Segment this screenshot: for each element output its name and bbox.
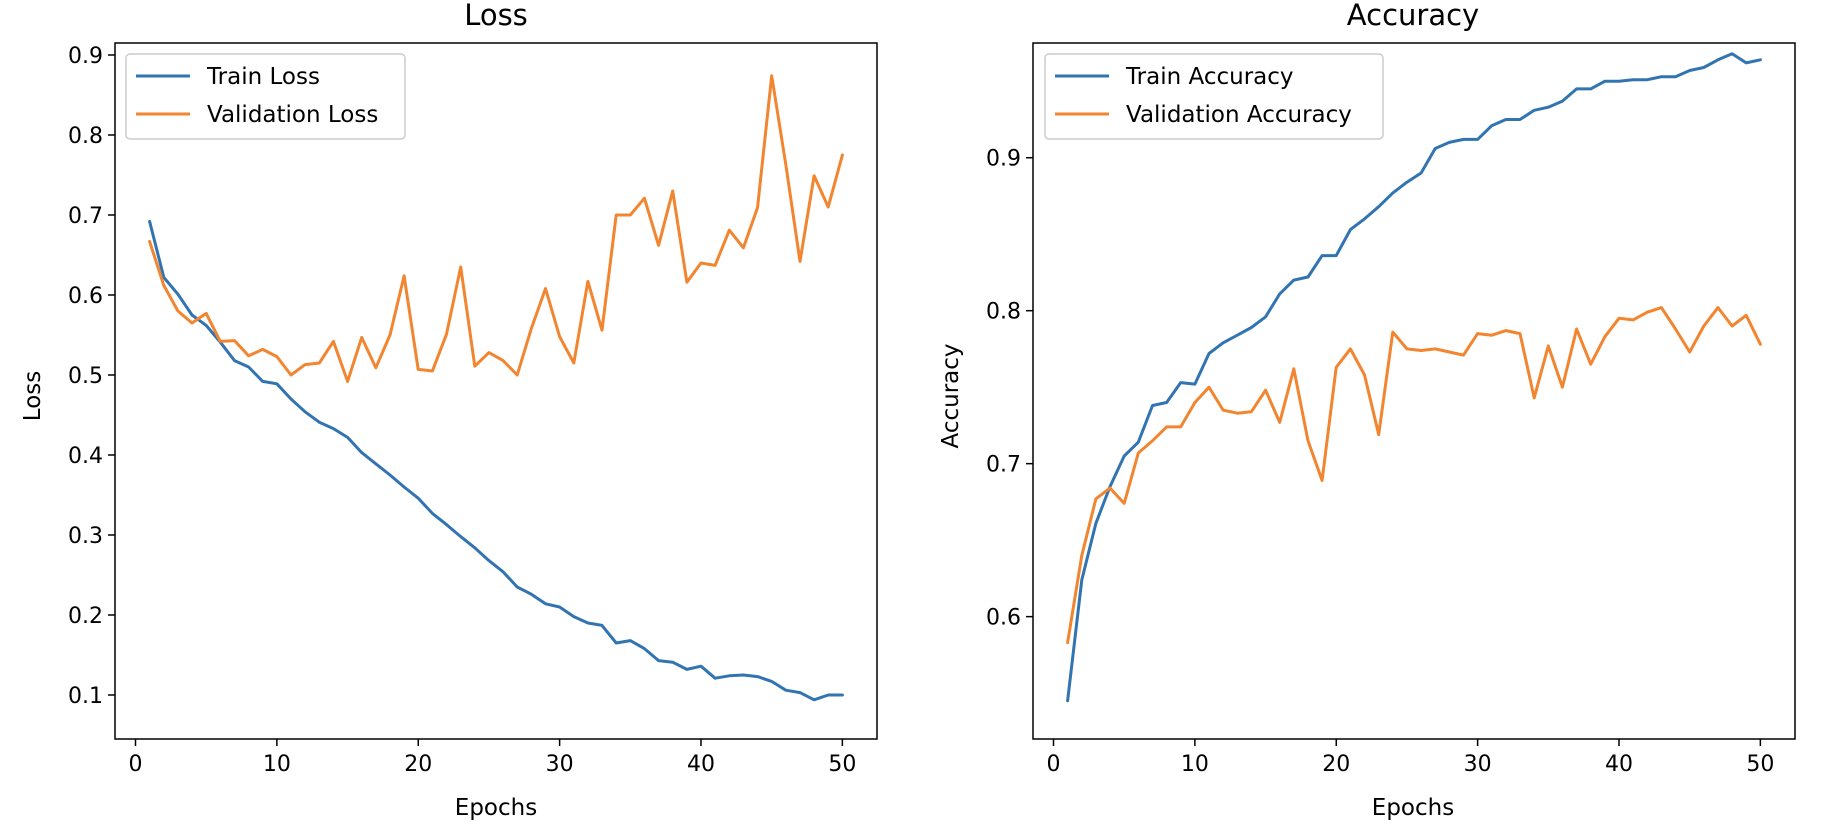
y-tick-label: 0.1	[68, 684, 103, 709]
plot-frame	[114, 42, 878, 740]
legend-label-train-loss: Train Loss	[206, 64, 320, 90]
plot-frame	[1032, 42, 1796, 740]
x-tick-label: 30	[1464, 752, 1492, 777]
x-tick-label: 40	[687, 752, 715, 777]
chart-title: Loss	[464, 0, 528, 32]
y-tick-label: 0.7	[68, 204, 103, 229]
tick-group: 0 10 20 30 40 50 0.6 0.7 0.8 0.9	[986, 147, 1774, 777]
legend-label-validation-accuracy: Validation Accuracy	[1126, 102, 1352, 128]
legend-label-validation-loss: Validation Loss	[207, 102, 378, 128]
y-axis-label: Accuracy	[938, 343, 964, 448]
chart-title: Accuracy	[1347, 0, 1479, 32]
y-tick-label: 0.5	[68, 364, 103, 389]
legend-label-train-accuracy: Train Accuracy	[1125, 64, 1294, 90]
accuracy-chart: Accuracy Epochs Accuracy 0 10 20 30 40 500.60…	[938, 0, 1796, 821]
loss-chart: Loss Epochs Loss 0 10 20 30 40 50 0.1 0.2 0.3 0.4…	[20, 0, 878, 821]
tick-group: 0 10 20 30 40 50 0.1 0.2 0.3 0.4 0.5 0.6 0.7 0.8 0.9	[68, 44, 856, 777]
series-line-train-accuracy	[1066, 52, 1762, 703]
legend-box	[125, 53, 406, 140]
y-tick-label: 0.3	[68, 524, 103, 549]
x-tick-label: 20	[404, 752, 432, 777]
y-tick-label: 0.9	[68, 44, 103, 69]
y-axis-label: Loss	[20, 371, 46, 421]
series-line-train-loss	[148, 219, 844, 702]
series-group	[1066, 52, 1762, 703]
x-tick-label: 40	[1605, 752, 1633, 777]
legend-box	[1044, 53, 1384, 140]
y-tick-label: 0.2	[68, 604, 103, 629]
x-tick-label: 10	[263, 752, 291, 777]
x-axis-label: Epochs	[1372, 795, 1454, 821]
y-tick-label: 0.8	[68, 124, 103, 149]
x-tick-label: 0	[1046, 752, 1060, 777]
y-tick-label: 0.8	[986, 300, 1021, 325]
y-tick-label: 0.9	[986, 147, 1021, 172]
x-tick-label: 0	[128, 752, 142, 777]
x-axis-label: Epochs	[455, 795, 537, 821]
series-group	[148, 74, 844, 702]
y-tick-label: 0.4	[68, 444, 103, 469]
legend: Train Accuracy Validation Accuracy	[1044, 53, 1384, 140]
y-tick-label: 0.6	[68, 284, 103, 309]
y-tick-label: 0.7	[986, 453, 1021, 478]
series-line-validation-loss	[148, 74, 844, 383]
legend: Train Loss Validation Loss	[125, 53, 406, 140]
x-tick-label: 30	[546, 752, 574, 777]
x-tick-label: 50	[828, 752, 856, 777]
x-tick-label: 10	[1181, 752, 1209, 777]
y-tick-label: 0.6	[986, 606, 1021, 631]
series-line-validation-accuracy	[1066, 306, 1762, 645]
x-tick-label: 50	[1746, 752, 1774, 777]
x-tick-label: 20	[1322, 752, 1350, 777]
